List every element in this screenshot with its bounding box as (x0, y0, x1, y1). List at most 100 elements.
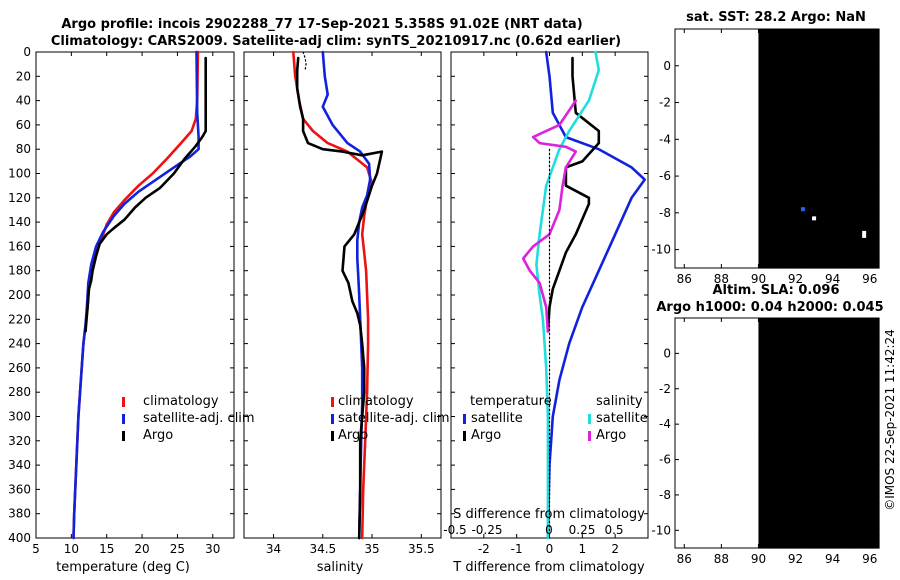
map-cell (853, 471, 860, 479)
map-cell (813, 100, 820, 108)
map-cell (873, 522, 880, 530)
map-cell (848, 356, 855, 364)
map-cell (853, 452, 860, 460)
map-cell (868, 52, 875, 60)
map-cell (873, 356, 880, 364)
map-cell (838, 88, 845, 96)
map-cell (833, 106, 840, 114)
map-cell (813, 232, 820, 239)
map-cell (843, 76, 850, 84)
map-cell (863, 130, 870, 138)
map-cell (788, 343, 795, 351)
map-cell (873, 369, 880, 377)
map-cell (858, 220, 865, 227)
map-cell (813, 124, 820, 132)
map-cell (818, 324, 825, 332)
map-cell (818, 142, 825, 150)
map-cell (758, 130, 765, 138)
map-cell (873, 528, 880, 536)
map-cell (838, 356, 845, 364)
title-line-2: Climatology: CARS2009. Satellite-adj cli… (51, 34, 621, 49)
map-cell (838, 522, 845, 530)
map-cell (838, 362, 845, 370)
map-cell (793, 343, 800, 351)
map-cell (853, 369, 860, 377)
map-cell (833, 148, 840, 156)
map-cell (763, 413, 770, 421)
map-cell (828, 318, 835, 325)
map-cell (843, 324, 850, 332)
depth-tick-label: 340 (8, 458, 31, 472)
map-cell (813, 369, 820, 377)
map-cell (873, 34, 880, 42)
map-cell (823, 142, 830, 150)
map-cell (863, 226, 870, 233)
map-cell (833, 76, 840, 84)
map-cell (768, 112, 775, 120)
map-cell (818, 40, 825, 48)
map-cell (808, 433, 815, 440)
temperature-xtick-label: 5 (32, 542, 40, 556)
map-cell (843, 369, 850, 377)
map-cell (868, 34, 875, 42)
map-cell (763, 375, 770, 383)
map-cell (833, 522, 840, 530)
map-cell (783, 250, 790, 257)
map-cell (763, 262, 770, 269)
map-cell (863, 124, 870, 132)
map-cell (818, 244, 825, 251)
map-cell (758, 244, 765, 251)
sal-legend-climatology: climatology (338, 394, 414, 409)
map-cell (813, 477, 820, 485)
map-cell (838, 490, 845, 498)
map-cell (818, 458, 825, 466)
map-cell (803, 356, 810, 364)
map-cell (833, 541, 840, 549)
map-cell (813, 420, 820, 428)
map-cell (793, 172, 800, 179)
map-cell (773, 52, 780, 60)
diff-legend-t-argo: Argo (471, 428, 501, 443)
map-cell (868, 413, 875, 421)
map-cell (843, 178, 850, 185)
map-cell (868, 407, 875, 415)
map-cell (853, 394, 860, 402)
map-cell (783, 369, 790, 377)
map-cell (783, 214, 790, 221)
map-cell (868, 250, 875, 257)
map-cell (833, 496, 840, 504)
map-cell (853, 426, 860, 434)
map-cell (818, 118, 825, 126)
map-cell (808, 34, 815, 42)
legend-marker (331, 414, 334, 424)
map-cell (838, 477, 845, 485)
depth-tick-label: 60 (16, 118, 31, 132)
map-cell (823, 318, 830, 325)
map-cell (798, 226, 805, 233)
map-cell (828, 528, 835, 536)
legend-marker (463, 414, 466, 424)
map-cell (863, 244, 870, 251)
map-cell (788, 118, 795, 126)
map-cell (838, 256, 845, 263)
map-cell (793, 464, 800, 472)
map-cell (768, 407, 775, 415)
map-cell (858, 381, 865, 389)
map-cell (818, 46, 825, 54)
map-cell (863, 64, 870, 72)
map-cell (763, 250, 770, 257)
map-cell (813, 118, 820, 126)
map-cell (793, 130, 800, 138)
map-cell (778, 343, 785, 351)
map-cell (833, 214, 840, 221)
map-cell (853, 324, 860, 332)
map-cell (803, 148, 810, 156)
map-cell (863, 477, 870, 485)
map-cell (828, 388, 835, 396)
map-cell (818, 439, 825, 447)
sst-map-title: sat. SST: 28.2 Argo: NaN (686, 10, 866, 25)
map-cell (808, 490, 815, 498)
map-cell (873, 52, 880, 60)
depth-tick-label: 0 (23, 45, 31, 59)
map-cell (813, 318, 820, 325)
